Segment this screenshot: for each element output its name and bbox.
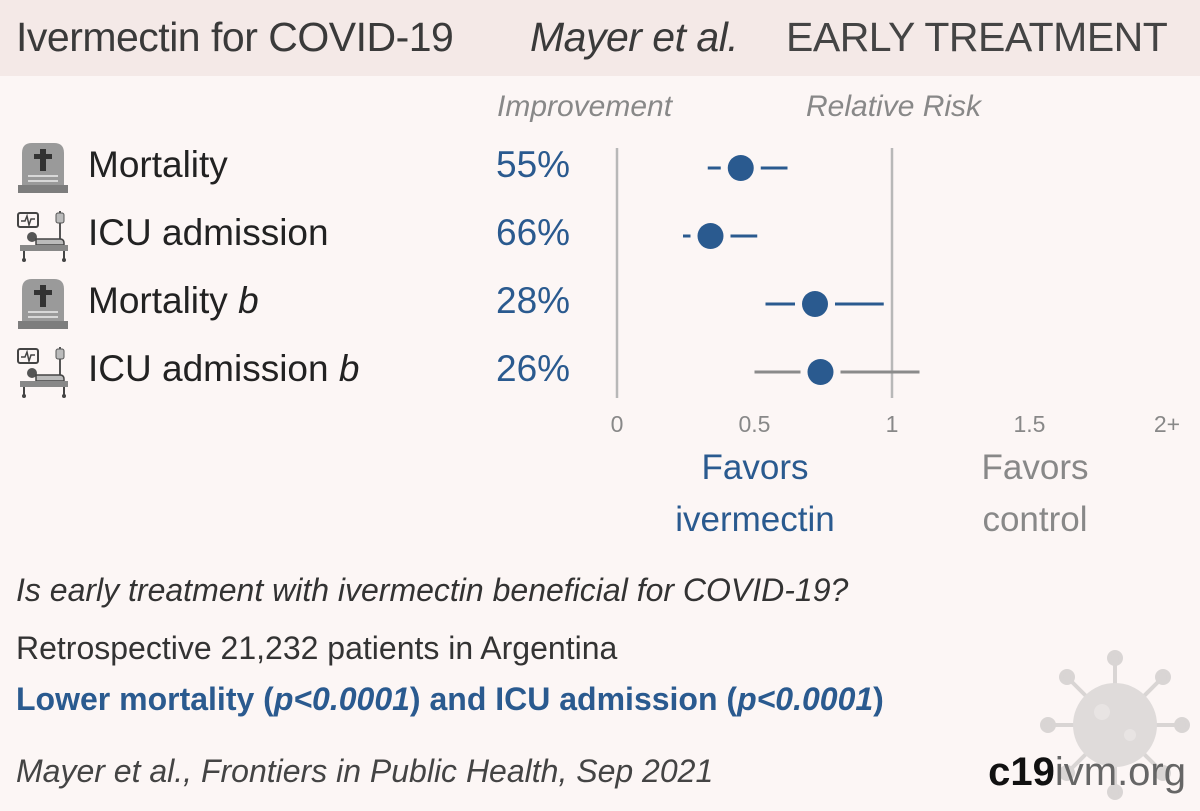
point-estimate	[807, 359, 834, 385]
tombstone-icon	[18, 279, 68, 329]
x-tick-label: 2+	[1154, 411, 1180, 437]
favors-ivermectin-label: Favors ivermectin	[675, 448, 835, 539]
outcome-label: ICU admission	[88, 212, 329, 253]
x-tick-label: 1.5	[1014, 411, 1046, 437]
outcome-row: ICU admission b 26%	[0, 342, 1200, 402]
improvement-value: 26%	[496, 348, 571, 389]
virus-icon	[1040, 650, 1190, 800]
outcome-label: Mortality b	[88, 280, 259, 321]
study-author: Mayer et al.	[530, 14, 739, 60]
improvement-column-header: Improvement	[497, 90, 673, 123]
x-tick-label: 0.5	[739, 411, 771, 437]
header-bar: Ivermectin for COVID-19 Mayer et al. EAR…	[0, 0, 1200, 76]
outcome-row: Mortality b 28%	[0, 274, 1200, 334]
improvement-value: 28%	[496, 280, 571, 321]
outcome-row: ICU admission 66%	[0, 206, 1200, 266]
hospital-bed-icon	[17, 211, 68, 262]
point-estimate	[802, 291, 828, 317]
improvement-value: 66%	[496, 212, 571, 253]
point-estimate	[727, 155, 754, 181]
study-design: Retrospective 21,232 patients in Argenti…	[16, 630, 618, 666]
hospital-bed-icon	[17, 347, 68, 398]
treatment-stage-label: EARLY TREATMENT	[786, 14, 1168, 60]
page-title: Ivermectin for COVID-19	[16, 14, 454, 60]
study-citation: Mayer et al., Frontiers in Public Health…	[16, 753, 714, 789]
improvement-value: 55%	[496, 144, 571, 185]
study-question: Is early treatment with ivermectin benef…	[16, 572, 849, 608]
favors-control-label: Favors control	[981, 448, 1089, 539]
x-tick-label: 1	[886, 411, 899, 437]
relative-risk-column-header: Relative Risk	[806, 90, 982, 123]
outcome-label: Mortality	[88, 144, 228, 185]
point-estimate	[697, 223, 724, 249]
tombstone-icon	[18, 143, 68, 193]
outcome-row: Mortality 55%	[0, 138, 1200, 198]
study-conclusion: Lower mortality (p<0.0001) and ICU admis…	[16, 681, 884, 717]
site-brand[interactable]: c19ivm.org	[988, 750, 1186, 794]
x-tick-label: 0	[611, 411, 624, 437]
outcome-label: ICU admission b	[88, 348, 360, 389]
